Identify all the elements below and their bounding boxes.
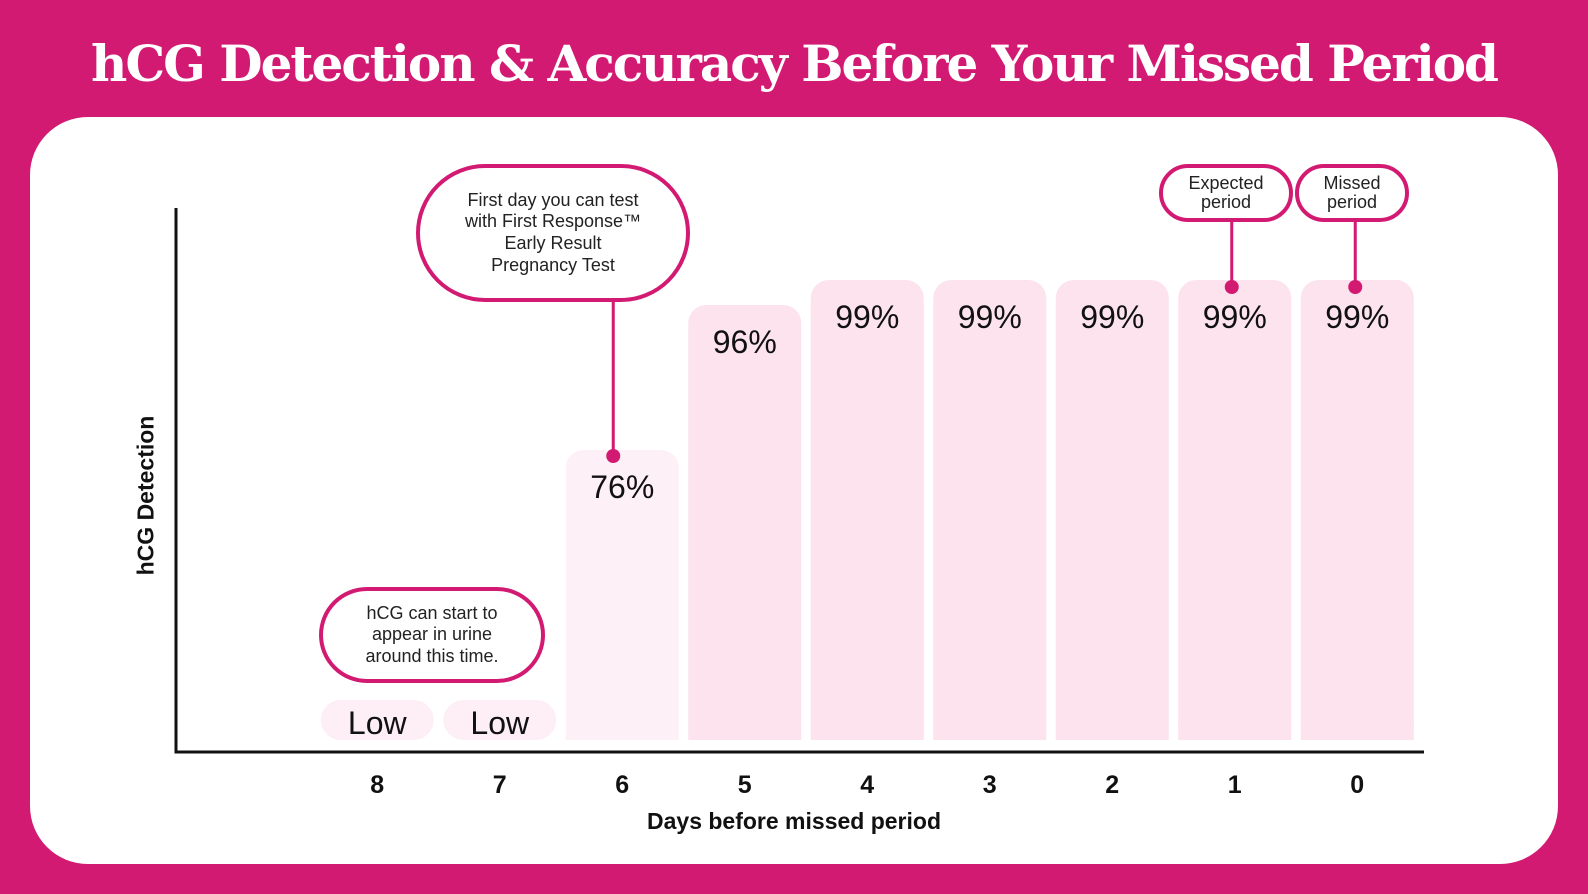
data-label-day-8: Low [348, 705, 408, 741]
data-label-day-7: Low [470, 705, 530, 741]
bar-base-day-1 [1178, 722, 1292, 740]
callout-missed-period-text: Missed period [1323, 173, 1381, 212]
x-tick-label-1: 1 [1228, 771, 1242, 799]
x-tick-label-7: 7 [493, 771, 507, 799]
leader-missed-period-dot [1348, 280, 1363, 294]
callout-missed-period: Missed period [1295, 164, 1409, 222]
x-tick-label-5: 5 [738, 771, 752, 799]
callout-expected-period: Expected period [1159, 164, 1293, 222]
callout-expected-period-text: Expected period [1188, 173, 1264, 212]
x-axis-label: Days before missed period [647, 808, 941, 834]
leader-expected-period-dot [1224, 280, 1239, 294]
callout-first-test-day: First day you can test with First Respon… [416, 164, 690, 302]
bar-day-7 [443, 700, 557, 740]
leader-first-test-day-dot [606, 449, 621, 463]
bar-base-day-2 [1055, 722, 1169, 740]
bar-day-2 [1055, 280, 1169, 740]
callout-hcg-start-text: hCG can start to appear in urine around … [365, 602, 499, 666]
x-tick-label-0: 0 [1350, 771, 1364, 799]
data-label-day-0: 99% [1325, 299, 1389, 335]
x-tick-label-6: 6 [615, 771, 629, 799]
x-tick-label-3: 3 [983, 771, 997, 799]
callout-first-test-day-text: First day you can test with First Respon… [464, 189, 642, 275]
data-label-day-1: 99% [1203, 299, 1267, 335]
x-tick-label-2: 2 [1105, 771, 1119, 799]
data-label-day-5: 96% [713, 324, 777, 360]
bar-day-0 [1300, 280, 1414, 740]
bar-day-1 [1178, 280, 1292, 740]
bar-base-day-0 [1300, 722, 1414, 740]
bar-day-6 [565, 450, 679, 740]
bar-day-3 [933, 280, 1047, 740]
bar-day-4 [810, 280, 924, 740]
data-label-day-2: 99% [1080, 299, 1144, 335]
data-label-day-4: 99% [835, 299, 899, 335]
bar-day-8 [320, 700, 434, 740]
bar-day-5 [688, 305, 802, 740]
bar-base-day-3 [933, 722, 1047, 740]
callout-hcg-start: hCG can start to appear in urine around … [319, 587, 545, 683]
bar-base-day-6 [565, 722, 679, 740]
bar-base-day-5 [688, 722, 802, 740]
x-tick-label-8: 8 [370, 771, 384, 799]
y-axis-label: hCG Detection [132, 415, 159, 576]
page-title: hCG Detection & Accuracy Before Your Mis… [90, 34, 1499, 93]
data-label-day-3: 99% [958, 299, 1022, 335]
x-tick-label-4: 4 [860, 771, 874, 799]
data-label-day-6: 76% [590, 469, 654, 505]
bar-base-day-4 [810, 722, 924, 740]
